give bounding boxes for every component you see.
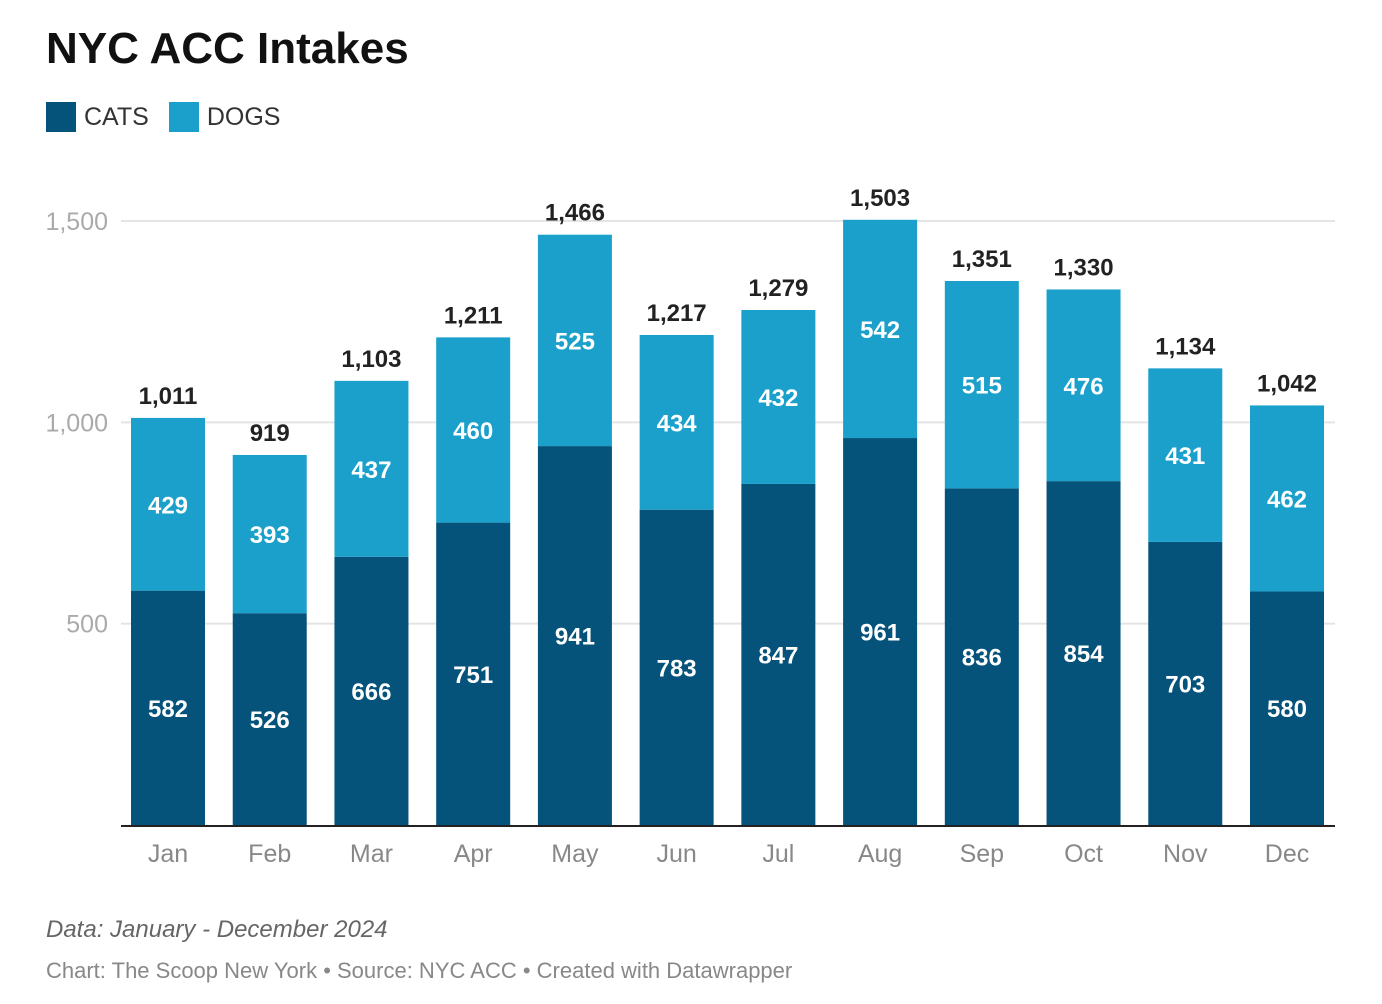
bar-value-label: 847	[758, 642, 798, 669]
x-tick-label: Jan	[148, 840, 188, 868]
bar-dogs	[334, 380, 409, 557]
bar-value-label: 431	[1165, 443, 1205, 470]
data-note: Data: January - December 2024	[46, 916, 388, 943]
x-tick-label: Nov	[1163, 840, 1208, 868]
bar-value-label: 462	[1267, 486, 1307, 513]
bar-dogs	[639, 334, 714, 510]
bar-value-label: 703	[1165, 671, 1205, 698]
bar-value-label: 460	[453, 418, 493, 445]
bar-value-label: 961	[860, 620, 900, 647]
y-tick-label: 500	[66, 611, 108, 639]
y-tick-label: 1,000	[45, 409, 108, 437]
bar-dogs	[1046, 289, 1121, 482]
bar-cats	[436, 522, 511, 825]
x-tick-label: Jun	[656, 840, 696, 868]
bar-value-label: 666	[351, 679, 391, 706]
bar-cats	[537, 446, 612, 825]
bar-cats	[1148, 541, 1223, 825]
bar-cats	[741, 483, 816, 825]
bar-value-label: 751	[453, 662, 493, 689]
bar-cats	[131, 590, 205, 825]
total-label: 1,503	[850, 185, 910, 212]
bar-value-label: 783	[657, 655, 697, 682]
bar-dogs	[741, 309, 816, 484]
bar-value-label: 854	[1064, 641, 1105, 668]
bar-value-label: 432	[758, 385, 798, 412]
chart-title: NYC ACC Intakes	[46, 24, 409, 73]
total-label: 1,042	[1257, 370, 1317, 397]
bar-value-label: 526	[250, 707, 290, 734]
bar-cats	[1046, 481, 1121, 825]
total-label: 1,330	[1054, 254, 1114, 281]
total-label: 1,217	[647, 300, 707, 327]
legend-label-cats: CATS	[84, 102, 149, 131]
x-tick-label: Jul	[762, 840, 794, 868]
bar-cats	[843, 438, 918, 825]
legend-swatch-dogs	[168, 102, 199, 132]
x-tick-label: Dec	[1265, 840, 1309, 868]
bar-cats	[1250, 591, 1324, 825]
x-tick-label: Oct	[1064, 840, 1103, 868]
x-tick-label: Sep	[960, 840, 1004, 868]
x-tick-label: Feb	[248, 840, 291, 868]
bar-cats	[334, 556, 409, 825]
x-tick-label: Mar	[350, 840, 393, 868]
legend-item-cats: CATS	[46, 102, 149, 132]
total-label: 919	[250, 420, 290, 447]
bar-cats	[232, 613, 307, 825]
x-tick-label: May	[551, 840, 599, 868]
bar-dogs	[944, 280, 1019, 489]
bar-dogs	[1148, 368, 1223, 542]
bar-value-label: 434	[657, 410, 698, 437]
bar-value-label: 515	[962, 373, 1002, 400]
total-label: 1,466	[545, 200, 605, 227]
legend-label-dogs: DOGS	[206, 102, 281, 131]
total-label: 1,134	[1155, 333, 1216, 360]
bar-dogs	[843, 219, 918, 439]
bar-value-label: 437	[351, 457, 391, 484]
bar-value-label: 393	[250, 522, 290, 549]
bar-value-label: 476	[1064, 373, 1104, 400]
bar-value-label: 542	[860, 317, 900, 344]
bar-dogs	[436, 337, 511, 523]
bar-value-label: 429	[148, 492, 188, 519]
total-label: 1,211	[444, 302, 503, 329]
credit-line: Chart: The Scoop New York • Source: NYC …	[46, 958, 793, 983]
total-label: 1,279	[748, 275, 808, 302]
legend-item-dogs: DOGS	[168, 102, 281, 132]
legend: CATS DOGS	[46, 102, 300, 132]
x-tick-label: Apr	[454, 840, 493, 868]
bar-value-label: 580	[1267, 696, 1307, 723]
bar-dogs	[537, 234, 612, 447]
total-label: 1,103	[341, 346, 401, 373]
bar-value-label: 525	[555, 328, 595, 355]
bar-value-label: 941	[555, 624, 595, 651]
x-tick-label: Aug	[858, 840, 902, 868]
total-label: 1,011	[139, 383, 198, 410]
bar-cats	[944, 488, 1019, 825]
bar-dogs	[131, 417, 205, 591]
y-tick-label: 1,500	[45, 208, 108, 236]
bar-value-label: 836	[962, 645, 1002, 672]
bar-dogs	[232, 454, 307, 614]
total-label: 1,351	[952, 246, 1012, 273]
legend-swatch-cats	[46, 102, 76, 132]
bar-cats	[639, 509, 714, 825]
bar-value-label: 582	[148, 696, 188, 723]
bar-dogs	[1250, 405, 1324, 592]
